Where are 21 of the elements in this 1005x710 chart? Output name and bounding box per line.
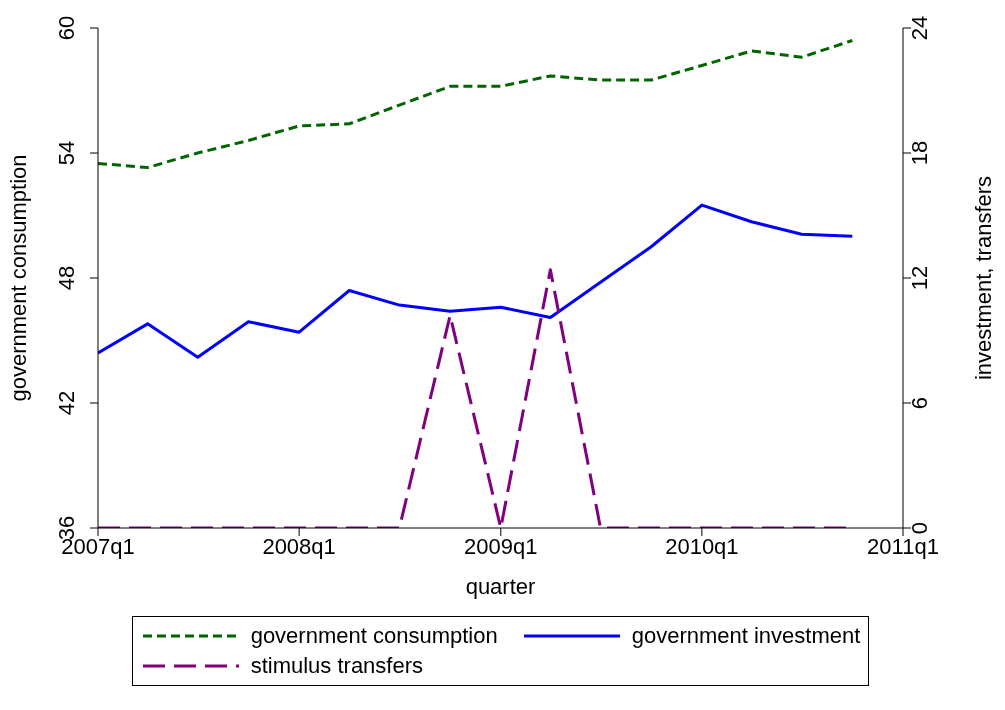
legend-label: stimulus transfers (250, 653, 424, 679)
y-tick-label: 60 (54, 15, 79, 41)
x-tick-label: 2009q1 (464, 533, 538, 559)
x-axis-title: quarter (465, 574, 536, 599)
line-series (98, 39, 854, 170)
y2-tick-label: 0 (907, 521, 932, 535)
legend-label: government consumption (250, 623, 498, 649)
x-tick-label: 2011q1 (867, 533, 939, 559)
y2-tick-label: 18 (907, 140, 932, 166)
line-series (98, 203, 854, 359)
x-tick-label: 2008q1 (262, 533, 336, 559)
y-tick-label: 54 (54, 140, 79, 166)
y-axis-title: government consumption (5, 154, 31, 402)
y2-axis-title: investment, transfers (970, 175, 996, 381)
y2-tick-label: 24 (907, 15, 932, 41)
y2-tick-label: 6 (907, 396, 932, 410)
x-tick-label: 2010q1 (665, 533, 739, 559)
legend-label: government investment (631, 623, 861, 649)
y2-tick-label: 12 (907, 265, 932, 291)
y-tick-label: 48 (54, 265, 79, 291)
y-tick-label: 42 (54, 390, 79, 416)
